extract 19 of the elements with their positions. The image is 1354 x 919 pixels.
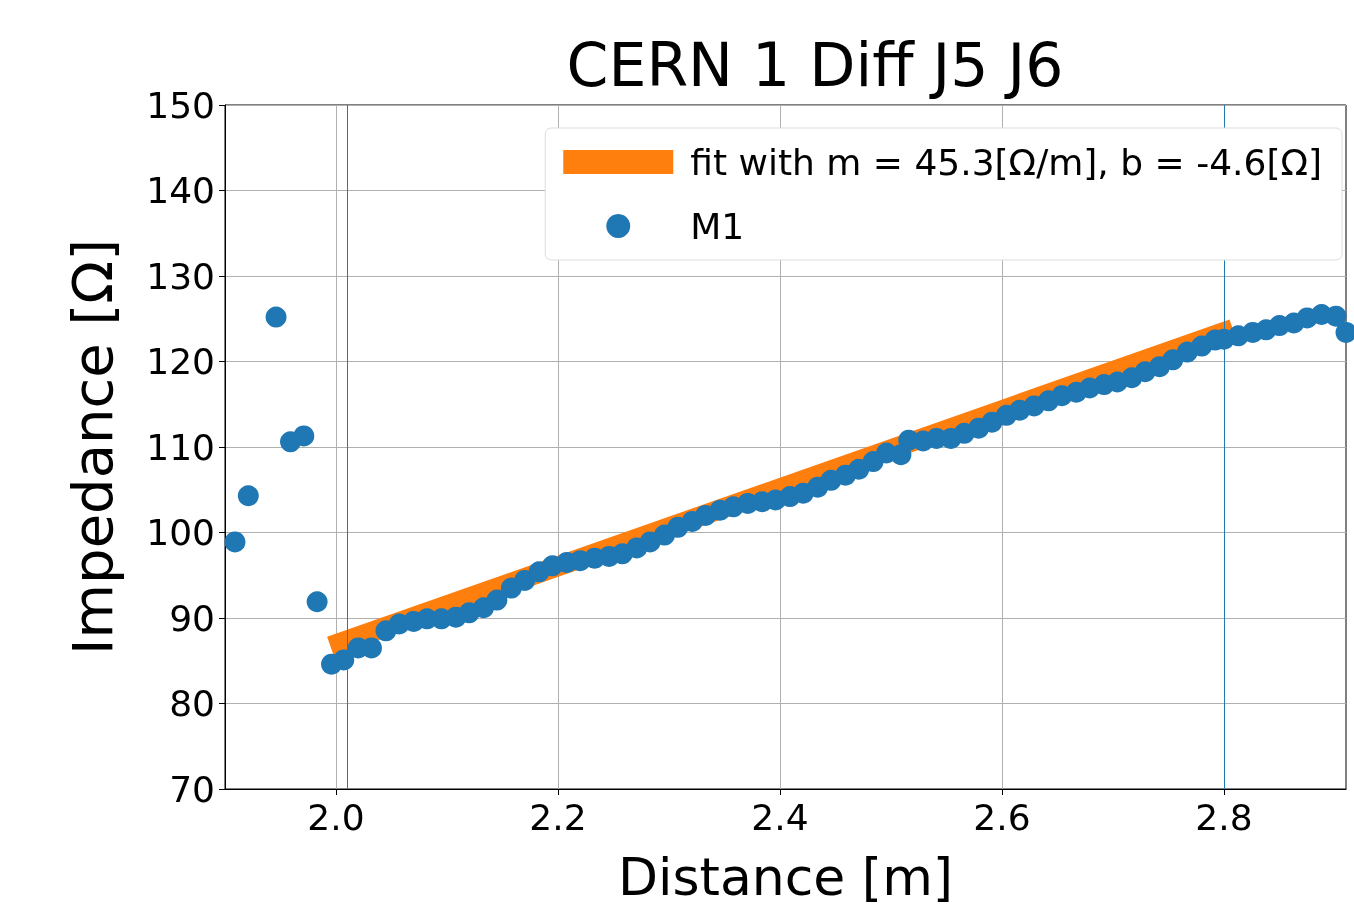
x-tick-label: 2.0	[307, 796, 365, 838]
x-tick-label: 2.4	[751, 796, 809, 838]
y-tick-label: 70	[169, 768, 215, 810]
y-tick-label: 130	[146, 255, 215, 297]
x-tick-label: 2.2	[529, 796, 587, 838]
legend-label: fit with m = 45.3[Ω/m], b = -4.6[Ω]	[690, 141, 1323, 183]
x-tick-label: 2.6	[973, 796, 1031, 838]
y-tick-label: 140	[146, 170, 215, 211]
y-tick-label: 120	[146, 341, 215, 382]
chart-title: CERN 1 Diff J5 J6	[566, 30, 1064, 100]
y-tick-label: 150	[146, 84, 215, 126]
y-tick-label: 100	[146, 512, 215, 553]
y-tick-label: 110	[146, 426, 215, 468]
y-tick-label: 90	[169, 597, 215, 639]
x-tick-label: 2.8	[1195, 796, 1253, 838]
y-tick-label: 80	[169, 683, 215, 724]
legend-label: M1	[690, 205, 745, 247]
x-axis-title: Distance [m]	[617, 847, 954, 907]
y-axis-title: Impedance [Ω]	[59, 239, 125, 655]
